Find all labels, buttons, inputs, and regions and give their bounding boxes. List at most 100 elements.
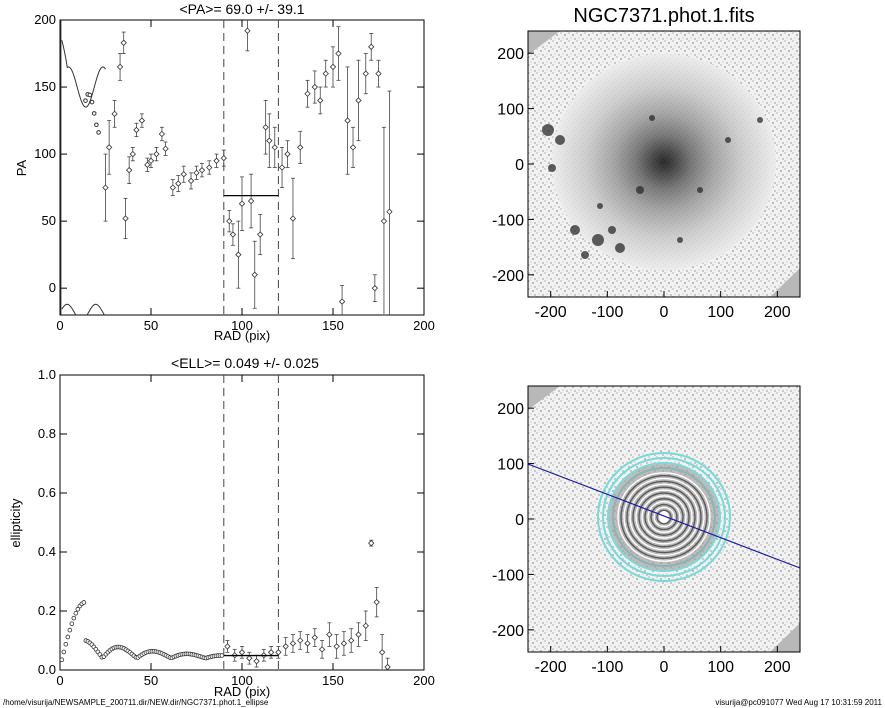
fit-tick-labels: -200 -100 0 100 200 -200 -100 0 100 200 (492, 401, 791, 676)
pa-data-point (322, 59, 329, 88)
ell-data-point (224, 640, 231, 653)
pa-data-point (147, 153, 155, 168)
pa-data-point (213, 153, 220, 168)
star-source (542, 124, 554, 136)
inner-isophote (650, 503, 678, 531)
ell-diamond-marker (355, 631, 362, 638)
star-source (592, 234, 604, 246)
ell-data-point (378, 634, 386, 670)
pa-data-point (297, 130, 304, 164)
img2-ticks-xtick-label: 100 (707, 659, 734, 676)
ell-axes-box (59, 374, 425, 671)
ell-data-point (355, 622, 362, 647)
img2-ticks-ytick-label: -200 (492, 623, 524, 640)
pa-diamond-marker (335, 50, 342, 57)
star-source (677, 237, 683, 243)
pa-diamond-marker (133, 126, 140, 134)
ell-diamond-marker (326, 631, 333, 638)
img2-ticks-ytick-label: 100 (497, 457, 524, 474)
ell-diamond-marker (333, 643, 340, 650)
pa-data-point (271, 126, 278, 168)
ell-inner-marker (67, 627, 73, 633)
ell-diamond-marker (289, 640, 297, 647)
ell-diamond-marker (297, 637, 304, 644)
pa-ytick-label: 150 (34, 79, 56, 94)
ell-xtick-label: 150 (322, 673, 344, 688)
pa-diamond-marker (338, 298, 346, 305)
pa-data-point (162, 141, 169, 156)
inner-isophote (620, 475, 708, 559)
ell-dashed-limits (223, 375, 279, 670)
pa-diamond-marker (198, 167, 206, 174)
pa-data-point (247, 173, 255, 229)
field-stars (542, 115, 763, 259)
pa-inner-bottom-trace (61, 303, 106, 315)
img1-ticks-xtick-label: 0 (660, 304, 669, 321)
img1-ticks-ytick-label: -200 (492, 268, 524, 285)
pa-diamond-marker (244, 27, 251, 34)
star-source (597, 203, 603, 209)
pa-diamond-marker (169, 184, 177, 191)
pa-diamond-marker (329, 63, 337, 71)
pa-xtick-label: 0 (56, 318, 63, 333)
star-source (636, 186, 644, 194)
pa-diamond-marker (380, 217, 388, 225)
img2-ticks-ytick-label: 200 (497, 401, 524, 418)
img1-ticks-ytick-label: -100 (492, 212, 524, 229)
inner-isophote (632, 486, 696, 548)
ell-diamond-marker (378, 649, 386, 656)
pa-data-point (317, 86, 324, 115)
star-source (697, 187, 703, 193)
pa-diamond-marker (322, 70, 329, 77)
ell-ytick-label: 0.0 (38, 662, 56, 677)
pa-data-point (102, 153, 109, 222)
ell-diamond-marker (253, 657, 260, 665)
ell-diamond-marker (246, 655, 253, 662)
ell-data-point (282, 637, 289, 656)
pa-data-point (284, 140, 291, 168)
pa-diamond-marker (311, 83, 318, 91)
img1-ticks-xtick-label: -100 (591, 304, 623, 321)
pa-data-point (129, 146, 136, 162)
pa-diamond-marker (116, 63, 124, 71)
pa-data-point (125, 156, 133, 184)
pa-data-point (158, 126, 166, 142)
pa-diamond-marker (375, 70, 382, 77)
pa-diamond-marker (235, 251, 242, 258)
star-source (615, 243, 625, 253)
img2-ticks-xtick-label: -100 (591, 659, 623, 676)
pa-diamond-marker (262, 124, 269, 131)
ell-data-point (333, 634, 340, 659)
pa-inner-hook (61, 40, 106, 108)
ell-diamond-marker (282, 643, 289, 650)
pa-xtick-label: 150 (322, 318, 344, 333)
ell-x-tick-labels: 0 50 100 150 200 (56, 673, 434, 688)
pa-y-tick-labels: 0 50 100 150 200 (34, 12, 56, 295)
pa-data-point (371, 274, 379, 302)
nucleus (659, 511, 669, 523)
ell-data-point (368, 539, 375, 547)
ell-data-point (384, 657, 391, 670)
pa-diamond-marker (162, 145, 169, 152)
ell-diamond-marker (368, 539, 375, 547)
pa-inner-marker (94, 122, 99, 128)
pa-diamond-marker (111, 110, 118, 118)
ell-xtick-label: 100 (231, 673, 253, 688)
ell-ytick-label: 0.4 (38, 544, 56, 559)
pa-data-point (380, 126, 388, 315)
pa-data-point (187, 172, 195, 190)
isophote-ellipses (597, 452, 731, 582)
image-panel-ellipse-fit: -200 -100 0 100 200 -200 -100 0 100 200 (492, 385, 801, 676)
pa-data-point (111, 100, 118, 128)
pa-data-point (138, 113, 146, 128)
pa-data-point (278, 146, 286, 189)
pa-xtick-label: 50 (144, 318, 158, 333)
ell-data-point (297, 631, 304, 650)
ell-inner-marker (65, 634, 71, 640)
ell-inner-marker (81, 600, 87, 605)
pa-data-point (335, 26, 342, 81)
pa-diamond-marker (105, 144, 113, 151)
pa-data-point (122, 197, 129, 239)
pa-points (102, 20, 393, 315)
star-source (581, 251, 589, 259)
